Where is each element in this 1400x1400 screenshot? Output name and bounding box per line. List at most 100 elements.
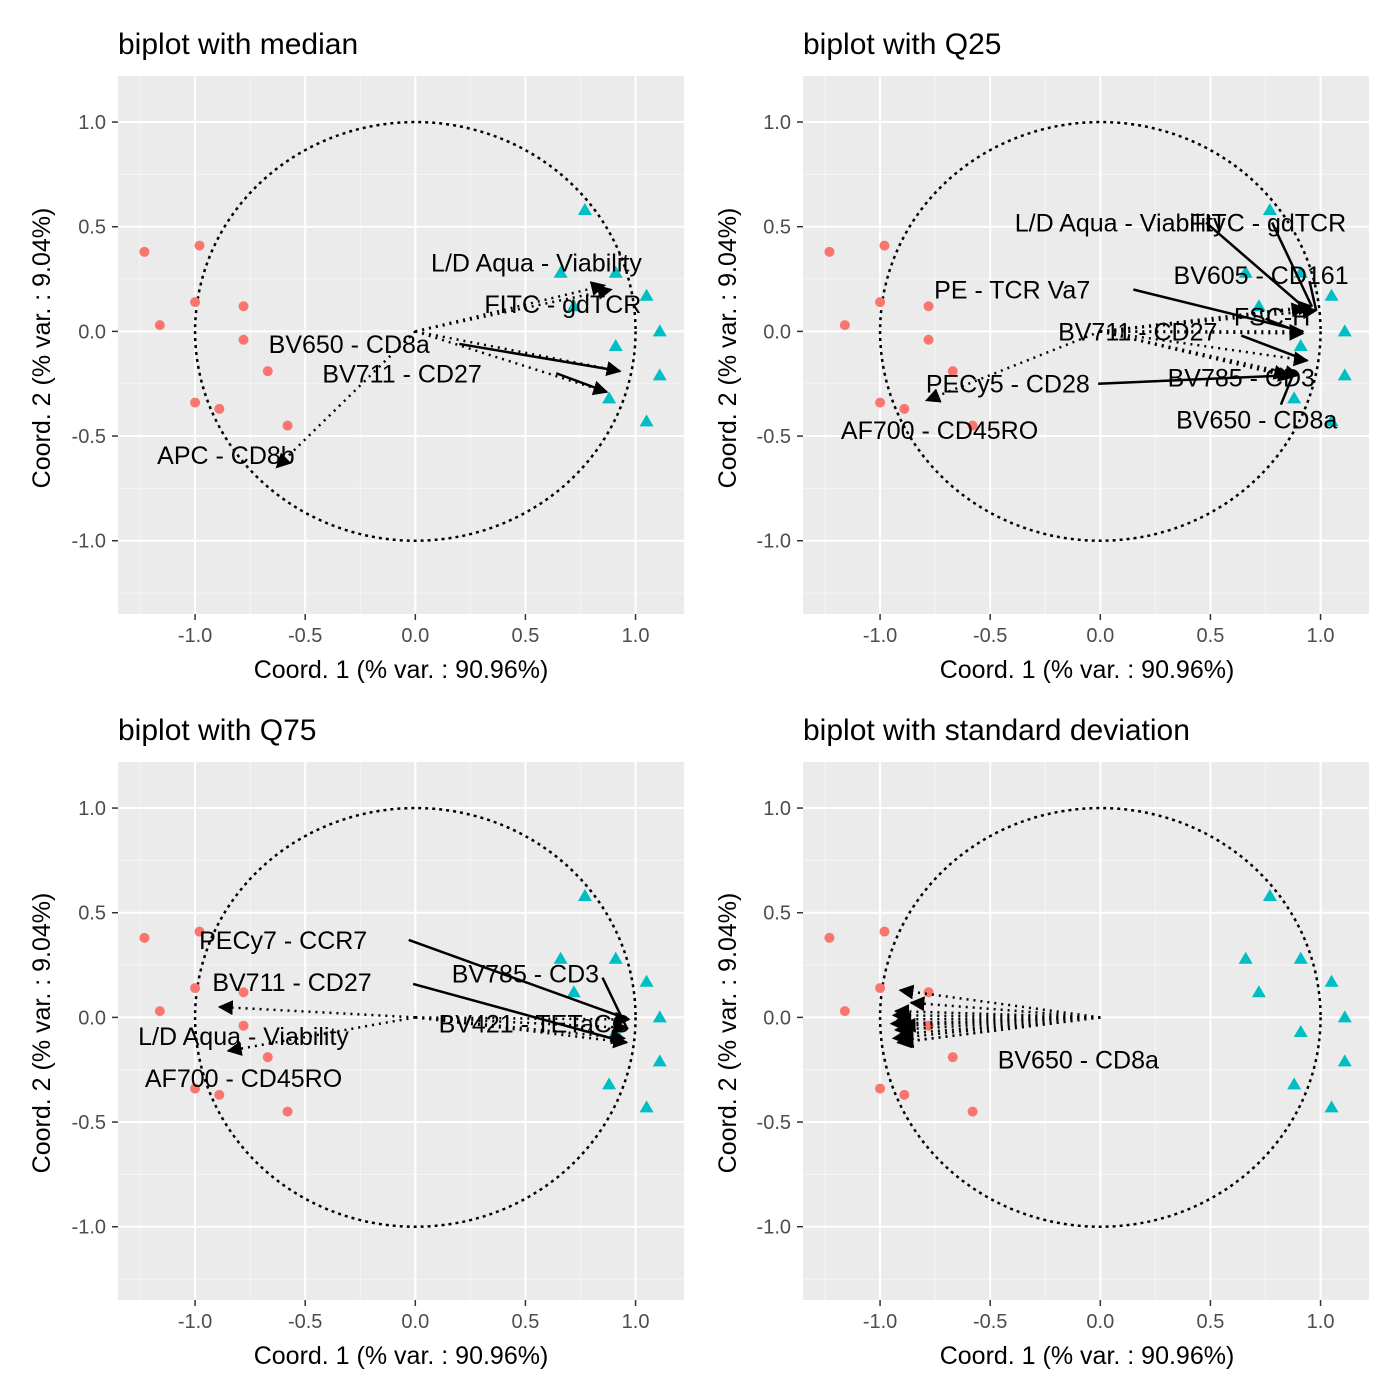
panel-q75: biplot with Q75 Coord. 1 (% var. : 90.96… [28,714,684,1370]
y-tick-label: 0.5 [78,217,106,239]
data-point [1293,1025,1308,1038]
variable-arrows: L/D Aqua - Viability FITC - gdTCR BV650 - … [157,249,642,470]
data-point [639,288,654,301]
y-tick-label: 0.5 [763,217,791,239]
x-tick-label: 0.0 [1086,625,1114,647]
x-tick-label: -1.0 [863,625,897,647]
series-circle [824,926,978,1117]
arrow-label: AF700 - CD45RO [145,1065,342,1093]
y-tick-label: -0.5 [757,426,791,448]
data-point [899,1089,910,1100]
correlation-circle [878,806,1322,1228]
data-point [553,265,568,278]
x-tick-label: 1.0 [622,1311,650,1333]
variable-arrow [217,1000,416,1019]
x-tick-label: -1.0 [178,1311,212,1333]
arrow-label: L/D Aqua - Viability [1015,210,1226,238]
panel-standard-deviation: biplot with standard deviation Coord. 1 … [714,714,1369,1370]
data-point [608,265,623,278]
arrow-label: BV605 - CD161 [1174,262,1349,290]
x-tick-label: 0.5 [512,625,540,647]
x-tick-label: -0.5 [288,625,322,647]
label-leader-line [1279,376,1294,406]
panel-background [118,76,684,614]
series-circle [824,240,978,431]
panel-title: biplot with Q75 [118,714,316,747]
x-tick-label: -0.5 [288,1311,322,1333]
variable-arrow [1100,330,1294,382]
panel-background [803,762,1369,1300]
data-point [282,420,293,431]
arrow-label: BV650 - CD8a [998,1046,1159,1074]
data-point [602,391,617,404]
data-point [214,403,225,414]
y-tick-label: 1.0 [763,112,791,134]
data-point [194,240,205,251]
y-tick-label: 0.0 [763,1007,791,1029]
x-tick-label: 0.0 [401,625,429,647]
panel-background [803,76,1369,614]
data-point [1293,951,1308,964]
y-tick-label: -1.0 [757,531,791,553]
arrow-label: L/D Aqua - Viability [138,1023,349,1051]
x-tick-label: 1.0 [1307,625,1335,647]
y-axis-title: Coord. 2 (% var. : 9.04%) [714,893,742,1174]
data-point [1251,299,1266,312]
data-point [875,397,886,408]
arrow-label: FITC - gdTCR [484,291,641,319]
panel-q25: biplot with Q25 Coord. 1 (% var. : 90.96… [714,28,1369,684]
data-point [238,1020,249,1031]
series-circle [139,240,293,431]
data-point [577,888,592,901]
label-leader-line [1265,317,1304,335]
variable-arrows: PECy7 - CCR7 BV785 - CD3 BV711 - CD27 BV421… [138,927,631,1093]
data-point [282,1106,293,1117]
data-point [238,301,249,312]
data-point [262,366,273,377]
variable-arrow [924,330,1101,403]
variable-arrow [898,984,1101,1019]
panel-background [118,762,684,1300]
arrow-label: BV711 - CD27 [322,360,481,388]
plot-area: L/D Aqua - Viability FITC - gdTCR BV650 - … [118,76,684,614]
data-point [214,1089,225,1100]
arrow-label: AF700 - CD45RO [841,417,1038,445]
data-point [238,987,249,998]
arrow-label: FITC - gdTCR [1189,210,1346,238]
x-tick-label: 0.0 [401,1311,429,1333]
y-tick-label: 0.5 [763,903,791,925]
x-axis-title: Coord. 1 (% var. : 90.96%) [254,1342,549,1370]
data-point [608,339,623,352]
panel-median: biplot with median Coord. 1 (% var. : 90… [28,28,684,684]
data-point [566,299,581,312]
data-point [967,1106,978,1117]
arrow-label: BV711 - CD27 [212,969,371,997]
data-point [1238,951,1253,964]
data-point [1337,1010,1352,1023]
data-point [190,983,201,994]
data-point [1324,974,1339,987]
data-point [875,297,886,308]
data-point [839,1006,850,1017]
arrow-label: BV650 - CD8a [1176,406,1337,434]
data-point [190,297,201,308]
y-axis-title: Coord. 2 (% var. : 9.04%) [28,208,56,489]
panel-title: biplot with Q25 [803,28,1001,61]
variable-arrow [275,330,417,469]
plot-area: BV650 - CD8a [803,762,1369,1300]
arrow-label: APC - CD8b [157,442,295,470]
x-tick-label: 0.5 [1197,625,1225,647]
data-point [639,414,654,427]
series-triangle [1238,202,1352,427]
data-point [824,932,835,943]
variable-arrow [415,1016,627,1045]
y-tick-label: 1.0 [78,798,106,820]
x-axis-title: Coord. 1 (% var. : 90.96%) [254,656,549,684]
data-point [1337,1054,1352,1067]
variable-arrow [900,1016,1101,1033]
data-point [566,985,581,998]
label-leader-line [408,938,630,1021]
data-point [262,1052,273,1063]
